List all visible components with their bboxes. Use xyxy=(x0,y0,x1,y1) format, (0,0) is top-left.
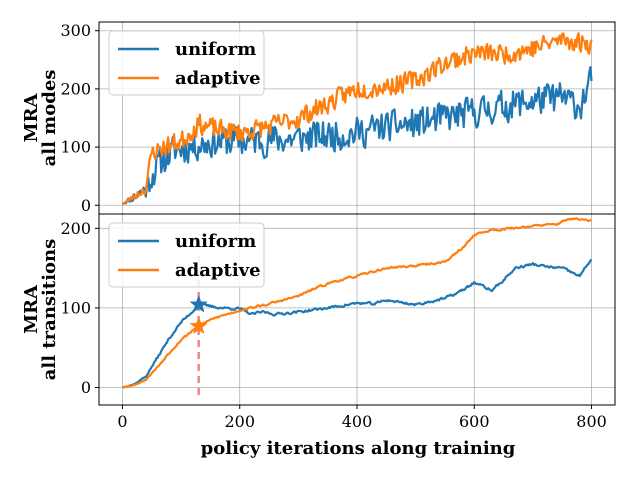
bottom-legend: uniform adaptive xyxy=(108,222,265,288)
bottom-legend-label-adaptive: adaptive xyxy=(175,260,261,281)
x-tick-label: 800 xyxy=(576,412,607,431)
bottom-ticks: 0 100 200 0 200 400 600 800 xyxy=(60,219,606,431)
bottom-legend-label-uniform: uniform xyxy=(175,231,256,252)
y-tick-label: 0 xyxy=(81,378,91,397)
top-y-label-line1: MRA xyxy=(21,93,42,143)
y-tick-label: 300 xyxy=(60,21,91,40)
star-marker-uniform xyxy=(189,294,208,313)
y-tick-label: 200 xyxy=(60,79,91,98)
y-tick-label: 100 xyxy=(60,298,91,317)
top-y-ticks: 0 100 200 300 xyxy=(60,21,99,215)
top-legend-label-uniform: uniform xyxy=(175,39,256,60)
x-axis-label: policy iterations along training xyxy=(201,438,516,459)
bottom-y-label-line1: MRA xyxy=(21,284,42,334)
series-line-uniform xyxy=(122,65,593,206)
x-tick-label: 600 xyxy=(459,412,490,431)
bottom-panel: 0 100 200 0 200 400 600 800 MRA all transitions… xyxy=(21,213,616,459)
top-legend-label-adaptive: adaptive xyxy=(175,68,261,89)
top-series-layer xyxy=(121,32,593,206)
top-y-label-line2: all modes xyxy=(39,70,60,167)
bottom-y-label-line2: all transitions xyxy=(39,239,60,381)
x-tick-label: 200 xyxy=(224,412,255,431)
series-line-adaptive xyxy=(121,32,593,206)
y-tick-label: 100 xyxy=(60,138,91,157)
y-tick-label: 200 xyxy=(60,219,91,238)
star-marker-adaptive xyxy=(189,316,208,335)
top-panel: 0 100 200 300 MRA all modes uniform adaptiv… xyxy=(21,21,616,215)
star-markers xyxy=(189,294,208,335)
y-tick-label: 0 xyxy=(81,196,91,215)
top-legend: uniform adaptive xyxy=(108,30,265,96)
x-tick-label: 0 xyxy=(117,412,127,431)
x-tick-label: 400 xyxy=(342,412,373,431)
